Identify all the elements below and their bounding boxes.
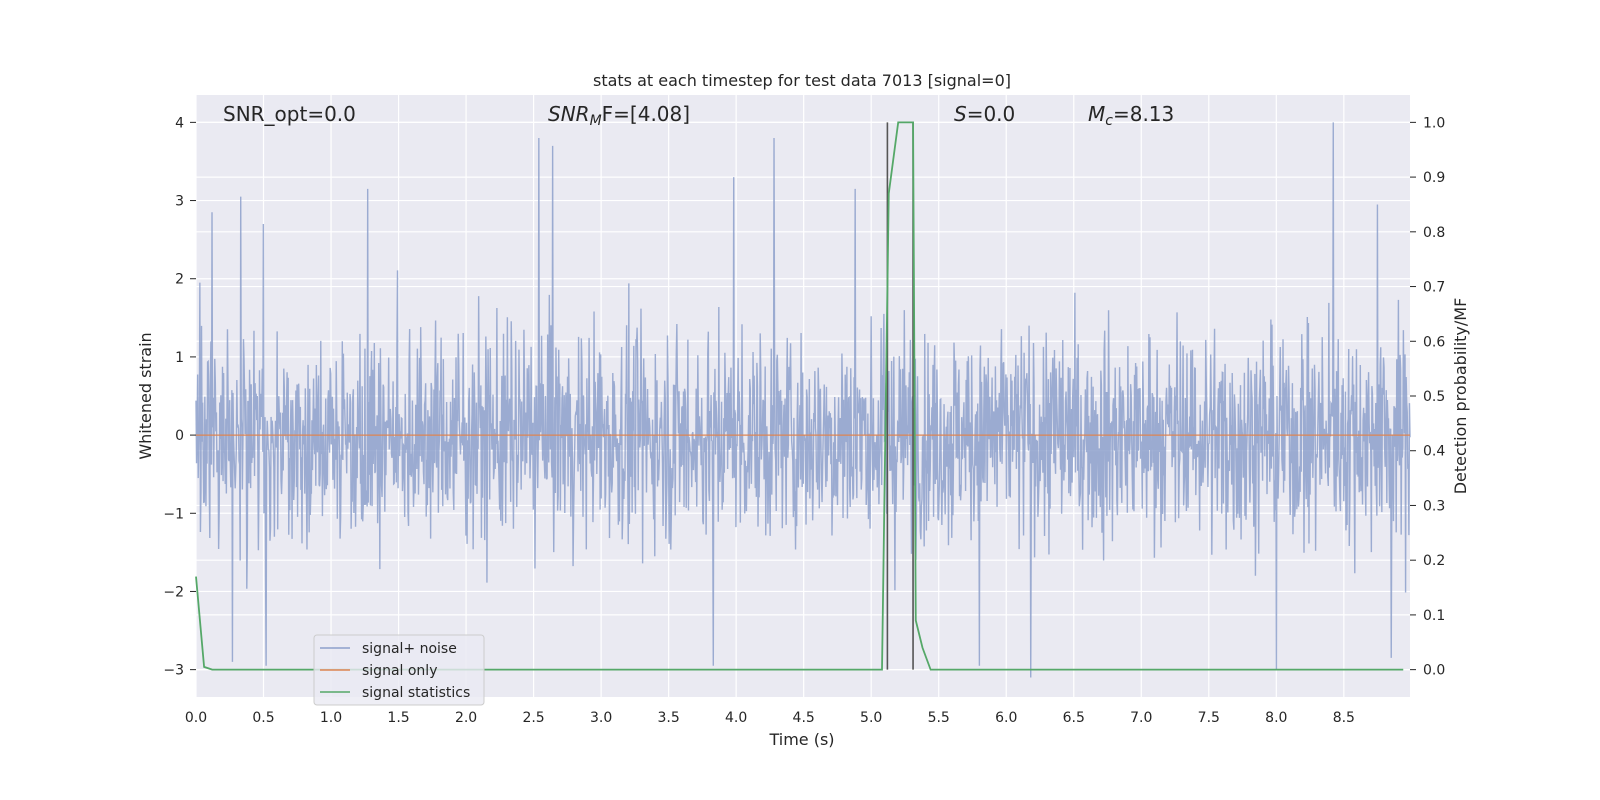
- x-tick-12: 6.0: [995, 710, 1017, 726]
- x-axis-label: Time (s): [768, 730, 834, 749]
- x-tick-8: 4.0: [725, 710, 747, 726]
- x-tick-16: 8.0: [1265, 710, 1287, 726]
- x-tick-6: 3.0: [590, 710, 612, 726]
- annotation-snr-mf: SNRMF=[4.08]: [548, 102, 690, 129]
- x-tick-1: 0.5: [252, 710, 274, 726]
- y-right-tick-0: 1.0: [1423, 115, 1445, 131]
- x-tick-14: 7.0: [1130, 710, 1152, 726]
- series-signal-statistics: [195, 121, 1404, 671]
- x-tick-5: 2.5: [522, 710, 544, 726]
- y-right-tick-8: 0.2: [1423, 553, 1445, 569]
- y-left-tick-5: −1: [163, 506, 184, 522]
- y-left-tick-labels: 4 3 2 1 0 −1 −2 −3: [163, 115, 196, 679]
- x-tick-11: 5.5: [928, 710, 950, 726]
- legend-label-signal-noise: signal+ noise: [362, 641, 457, 657]
- y-right-tick-5: 0.5: [1423, 389, 1445, 405]
- noise-trace: [195, 122, 1411, 678]
- annotation-mc: Mc=8.13: [1088, 102, 1174, 129]
- y-left-tick-0: 4: [175, 115, 184, 131]
- y-right-tick-labels: 1.0 0.9 0.8 0.7 0.6 0.5 0.4 0.3 0.2 0.1 0.0: [1410, 115, 1445, 679]
- y-left-tick-7: −3: [163, 663, 184, 679]
- y-right-tick-4: 0.6: [1423, 334, 1445, 350]
- y-right-tick-10: 0.0: [1423, 663, 1445, 679]
- legend: signal+ noise signal only signal statist…: [313, 634, 485, 706]
- y-left-tick-3: 1: [175, 350, 184, 366]
- series-signal-noise: [195, 122, 1411, 678]
- y-left-axis-label: Whitened strain: [136, 332, 155, 459]
- y-right-tick-2: 0.8: [1423, 225, 1445, 241]
- legend-label-signal-statistics: signal statistics: [362, 685, 470, 701]
- x-tick-0: 0.0: [185, 710, 207, 726]
- x-tick-3: 1.5: [387, 710, 409, 726]
- legend-label-signal-only: signal only: [362, 663, 437, 679]
- x-tick-2: 1.0: [320, 710, 342, 726]
- x-tick-15: 7.5: [1198, 710, 1220, 726]
- chart-title: stats at each timestep for test data 701…: [593, 71, 1011, 90]
- x-tick-13: 6.5: [1063, 710, 1085, 726]
- y-left-tick-2: 2: [175, 272, 184, 288]
- x-tick-17: 8.5: [1333, 710, 1355, 726]
- y-right-axis-label: Detection probability/MF: [1451, 298, 1470, 495]
- x-tick-10: 5.0: [860, 710, 882, 726]
- legend-box: [313, 634, 485, 706]
- y-left-tick-4: 0: [175, 428, 184, 444]
- annotation-s: S=0.0: [954, 102, 1015, 126]
- x-tick-4: 2.0: [455, 710, 477, 726]
- y-right-tick-7: 0.3: [1423, 498, 1445, 514]
- x-tick-labels: 0.0 0.5 1.0 1.5 2.0 2.5 3.0 3.5 4.0 4.5 5.0 5.5 6.0 6…: [185, 710, 1355, 726]
- y-right-tick-3: 0.7: [1423, 280, 1445, 296]
- y-left-tick-6: −2: [163, 584, 184, 600]
- y-right-tick-6: 0.4: [1423, 444, 1445, 460]
- x-tick-7: 3.5: [658, 710, 680, 726]
- y-right-tick-1: 0.9: [1423, 170, 1445, 186]
- y-right-tick-9: 0.1: [1423, 608, 1445, 624]
- y-left-tick-1: 3: [175, 194, 184, 210]
- x-tick-9: 4.5: [793, 710, 815, 726]
- annotation-snr-opt: SNR_opt=0.0: [223, 102, 356, 126]
